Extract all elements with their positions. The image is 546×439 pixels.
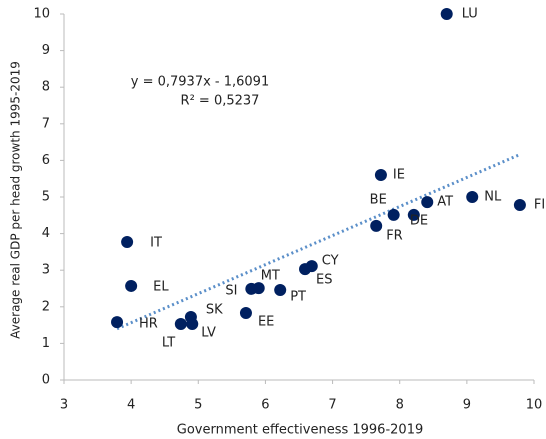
y-tick-label: 6 <box>42 153 50 168</box>
point <box>121 236 134 249</box>
point <box>466 191 479 203</box>
x-tick-label: 4 <box>127 398 135 413</box>
x-axis-title: Government effectiveness 1996-2019 <box>177 423 423 438</box>
point <box>440 8 453 20</box>
point-label: EE <box>258 315 274 330</box>
point <box>407 208 420 221</box>
point-label: MT <box>261 269 280 284</box>
y-tick-label: 8 <box>42 80 50 95</box>
point <box>374 169 387 182</box>
point <box>111 316 124 329</box>
point <box>239 307 252 320</box>
x-tick-label: 7 <box>328 398 336 413</box>
point-label: IE <box>393 168 405 183</box>
y-tick-label: 1 <box>42 336 50 351</box>
y-tick-label: 4 <box>42 226 50 241</box>
point-label: FR <box>386 228 403 243</box>
point <box>370 219 383 232</box>
point-label: SI <box>225 283 237 298</box>
point-label: ES <box>316 273 332 288</box>
point <box>245 282 258 295</box>
point-label: CY <box>322 254 339 269</box>
x-tick-label: 9 <box>463 398 471 413</box>
x-tick-label: 6 <box>261 398 269 413</box>
point <box>421 196 434 209</box>
y-tick-label: 2 <box>42 299 50 314</box>
point-label: DE <box>410 213 428 228</box>
point-label: LT <box>162 336 175 351</box>
point-label: NL <box>484 190 502 205</box>
x-tick-label: 3 <box>60 398 68 413</box>
x-tick-label: 8 <box>396 398 404 413</box>
point-label: SK <box>206 303 223 318</box>
y-tick-label: 3 <box>42 263 50 278</box>
point <box>186 318 199 331</box>
y-tick-label: 5 <box>42 190 50 205</box>
trend-equation: y = 0,7937x - 1,6091 <box>131 75 269 90</box>
point-label: BE <box>370 192 387 207</box>
y-tick-label: 9 <box>42 43 50 58</box>
x-tick-label: 10 <box>526 398 543 413</box>
r-squared: R² = 0,5237 <box>181 94 260 109</box>
point-label: PT <box>290 289 306 304</box>
point <box>299 263 312 276</box>
y-tick-label: 0 <box>42 373 50 388</box>
trendline <box>116 153 521 331</box>
point-label: EL <box>153 279 169 294</box>
y-tick-label: 7 <box>42 116 50 131</box>
point <box>387 208 400 221</box>
point-label: IT <box>150 236 162 251</box>
x-tick-label: 5 <box>194 398 202 413</box>
point <box>125 279 138 292</box>
point-label: AT <box>437 195 453 210</box>
point <box>513 199 526 212</box>
point <box>174 318 187 331</box>
point-label: LU <box>462 7 478 22</box>
point-label: HR <box>139 317 158 332</box>
point-label: FI <box>534 198 545 213</box>
y-tick-label: 10 <box>33 7 50 22</box>
point-label: LV <box>201 326 216 341</box>
point <box>274 283 287 296</box>
y-axis-title: Average real GDP per head growth 1995-20… <box>9 61 23 339</box>
